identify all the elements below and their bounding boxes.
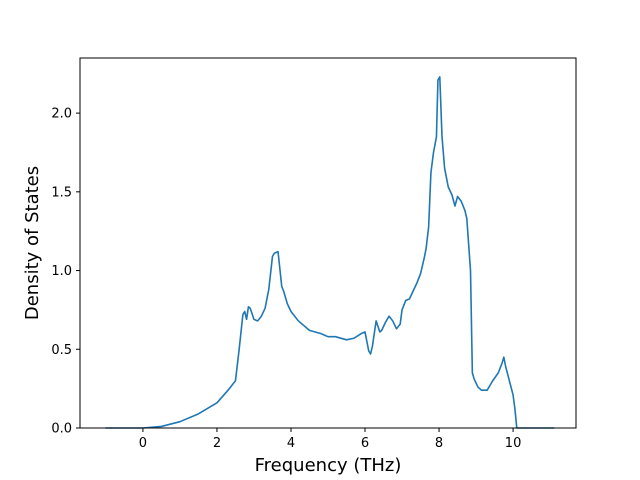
x-tick-label: 6	[361, 436, 369, 451]
y-tick-label: 1.5	[51, 185, 72, 200]
y-tick-label: 0.0	[51, 422, 72, 437]
ticks-layer: 0 2 4 6 8 10 0.0 0.5 1.0 1.5 2.0	[51, 107, 521, 451]
x-tick-label: 4	[287, 436, 295, 451]
series-layer	[105, 76, 555, 429]
y-axis-label: Density of States	[22, 166, 43, 320]
y-tick-label: 2.0	[51, 107, 72, 122]
x-tick-label: 0	[139, 436, 147, 451]
y-tick-label: 1.0	[51, 264, 72, 279]
plot-frame	[79, 57, 577, 429]
x-tick-label: 8	[435, 436, 443, 451]
x-tick-label: 2	[213, 436, 221, 451]
y-tick-label: 0.5	[51, 343, 72, 358]
x-tick-label: 10	[505, 436, 522, 451]
dos-series-line	[105, 76, 555, 429]
x-axis-label: Frequency (THz)	[255, 455, 402, 476]
